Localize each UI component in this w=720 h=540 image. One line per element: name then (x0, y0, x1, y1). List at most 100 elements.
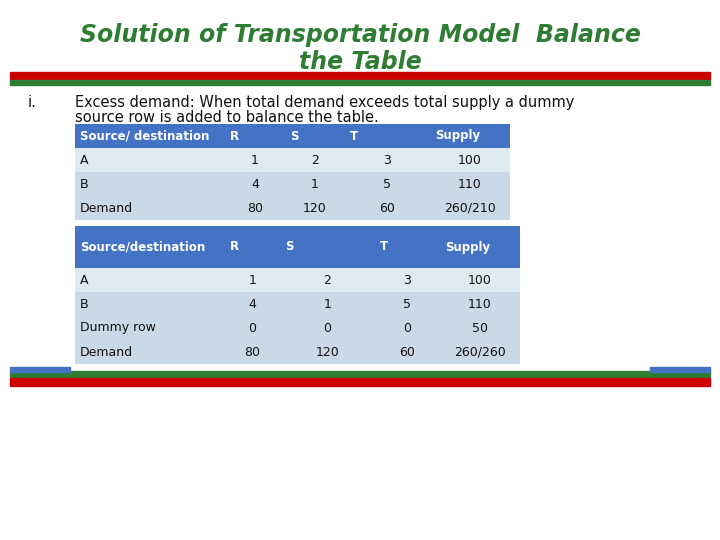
Text: 2: 2 (323, 273, 331, 287)
Bar (75, 340, 225, 364)
Text: 1: 1 (251, 153, 259, 166)
Bar (75, 172, 225, 196)
Bar (75, 226, 225, 268)
Bar (75, 292, 225, 316)
Bar (75, 124, 225, 148)
Bar (285, 196, 345, 220)
Text: B: B (80, 298, 89, 310)
Bar (225, 226, 280, 268)
Bar (440, 292, 520, 316)
Text: 60: 60 (379, 201, 395, 214)
Text: R: R (230, 130, 239, 143)
Bar (75, 196, 225, 220)
Bar (375, 340, 440, 364)
Text: T: T (350, 130, 358, 143)
Bar (280, 292, 375, 316)
Bar (375, 268, 440, 292)
Text: 80: 80 (247, 201, 263, 214)
Bar (10, 367, 70, 372)
Bar (375, 226, 440, 268)
Text: 1: 1 (323, 298, 331, 310)
Text: 3: 3 (384, 153, 392, 166)
Bar (440, 340, 520, 364)
Bar (10, 72, 710, 80)
Bar (225, 292, 280, 316)
Text: Demand: Demand (80, 201, 133, 214)
Text: Demand: Demand (80, 346, 133, 359)
Bar (375, 292, 440, 316)
Text: 260/260: 260/260 (454, 346, 506, 359)
Text: the Table: the Table (299, 50, 421, 74)
Bar (285, 124, 345, 148)
Bar (10, 378, 710, 386)
Text: 5: 5 (403, 298, 412, 310)
Text: 60: 60 (400, 346, 415, 359)
Text: Source/ destination: Source/ destination (80, 130, 210, 143)
Text: source row is added to balance the table.: source row is added to balance the table… (75, 110, 379, 125)
Text: 0: 0 (248, 321, 256, 334)
Bar (440, 268, 520, 292)
Text: Source/destination: Source/destination (80, 240, 205, 253)
Bar (285, 148, 345, 172)
Text: T: T (380, 240, 388, 253)
Bar (225, 124, 285, 148)
Text: B: B (80, 178, 89, 191)
Text: 110: 110 (458, 178, 482, 191)
Text: R: R (230, 240, 239, 253)
Bar (225, 196, 285, 220)
Text: 4: 4 (251, 178, 259, 191)
Bar (650, 367, 710, 372)
Bar (285, 172, 345, 196)
Bar (10, 80, 710, 85)
Text: 1: 1 (311, 178, 319, 191)
Bar (280, 340, 375, 364)
Bar (345, 148, 430, 172)
Bar (75, 316, 225, 340)
Bar (225, 316, 280, 340)
Text: i.: i. (28, 95, 37, 110)
Text: Supply: Supply (445, 240, 490, 253)
Text: Supply: Supply (435, 130, 480, 143)
Text: 50: 50 (472, 321, 488, 334)
Bar (75, 148, 225, 172)
Bar (430, 124, 510, 148)
Text: 120: 120 (315, 346, 339, 359)
Text: 80: 80 (245, 346, 261, 359)
Text: 3: 3 (404, 273, 411, 287)
Bar (345, 124, 430, 148)
Bar (280, 316, 375, 340)
Text: A: A (80, 273, 89, 287)
Bar (345, 172, 430, 196)
Text: Solution of Transportation Model  Balance: Solution of Transportation Model Balance (80, 23, 640, 47)
Text: 0: 0 (323, 321, 331, 334)
Text: 0: 0 (403, 321, 412, 334)
Bar (440, 316, 520, 340)
Text: 5: 5 (384, 178, 392, 191)
Text: 120: 120 (303, 201, 327, 214)
Text: 100: 100 (458, 153, 482, 166)
Text: 1: 1 (248, 273, 256, 287)
Bar (440, 226, 520, 268)
Text: S: S (290, 130, 299, 143)
Bar (430, 148, 510, 172)
Bar (430, 196, 510, 220)
Bar (10, 371, 710, 377)
Bar (225, 172, 285, 196)
Text: Excess demand: When total demand exceeds total supply a dummy: Excess demand: When total demand exceeds… (75, 95, 575, 110)
Bar (75, 268, 225, 292)
Text: 100: 100 (468, 273, 492, 287)
Bar (225, 340, 280, 364)
Bar (225, 148, 285, 172)
Bar (430, 172, 510, 196)
Text: Dummy row: Dummy row (80, 321, 156, 334)
Bar (280, 226, 375, 268)
Text: S: S (285, 240, 294, 253)
Text: A: A (80, 153, 89, 166)
Text: 2: 2 (311, 153, 319, 166)
Bar (280, 268, 375, 292)
Text: 110: 110 (468, 298, 492, 310)
Bar (375, 316, 440, 340)
Text: 4: 4 (248, 298, 256, 310)
Bar (345, 196, 430, 220)
Bar (225, 268, 280, 292)
